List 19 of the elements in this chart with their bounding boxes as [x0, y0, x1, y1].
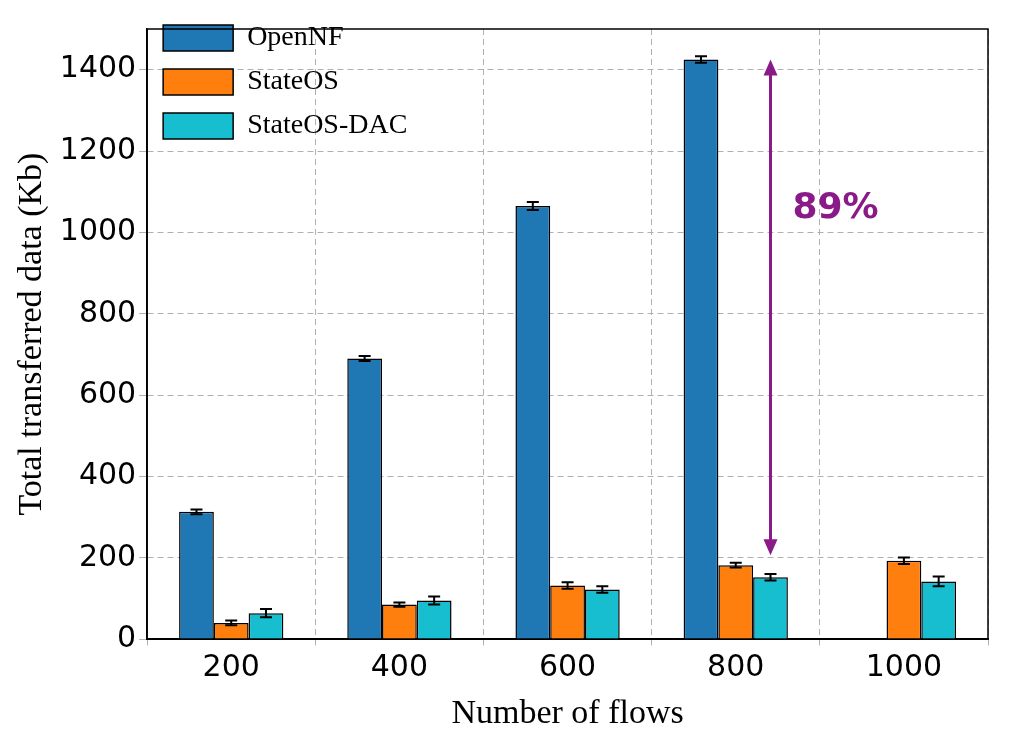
x-tick-label: 200	[202, 648, 260, 683]
y-tick-label: 800	[78, 293, 137, 329]
legend-label: StateOS	[247, 64, 339, 96]
y-tick-label: 1400	[59, 49, 137, 85]
y-axis-title: Total transferred data (Kb)	[11, 152, 50, 516]
y-tick-label: 600	[78, 374, 137, 410]
x-tick-label: 1000	[865, 648, 943, 683]
y-tick-label: 1000	[59, 212, 137, 248]
y-tick-label: 400	[78, 456, 137, 492]
x-tick-label: 600	[538, 648, 597, 683]
legend-label: StateOS-DAC	[247, 108, 408, 140]
legend-label: OpenNF	[247, 20, 344, 52]
y-tick-label: 200	[78, 537, 137, 573]
x-tick-label: 800	[707, 648, 765, 683]
annotation: 89%	[792, 184, 879, 226]
y-tick-label: 1200	[59, 130, 137, 166]
x-axis-title: Number of flows	[451, 692, 684, 730]
y-tick-label: 0	[117, 619, 137, 654]
x-tick-label: 400	[370, 648, 429, 683]
